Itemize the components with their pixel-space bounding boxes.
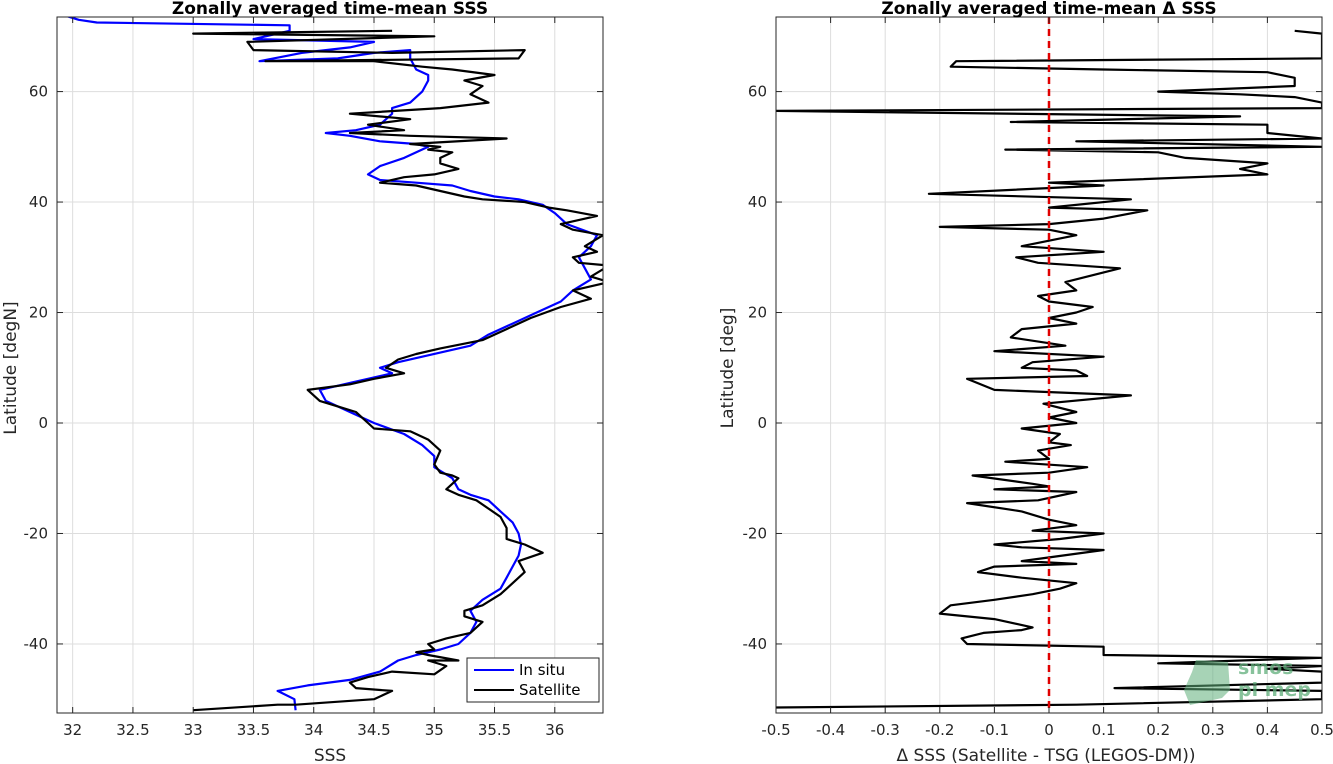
delta-sss-x-tick-label: 0.4 bbox=[1255, 721, 1279, 739]
sss-x-tick-label: 33.5 bbox=[237, 721, 270, 739]
delta-sss-y-axis-label: Latitude [deg] bbox=[718, 308, 738, 429]
delta-sss-x-tick-label: -0.4 bbox=[816, 721, 845, 739]
sss-series bbox=[65, 17, 603, 712]
sss-y-tick-label: 20 bbox=[29, 304, 48, 322]
sss-y-tick-label: 60 bbox=[29, 83, 48, 101]
delta-sss-series bbox=[776, 29, 1322, 709]
delta-sss-x-axis-label: Δ SSS (Satellite - TSG (LEGOS-DM)) bbox=[896, 746, 1195, 764]
legend-label-in-situ: In situ bbox=[519, 661, 565, 679]
delta-sss-y-tick-label: -20 bbox=[743, 524, 768, 542]
sss-y-tick-label: -40 bbox=[24, 635, 49, 653]
sss-y-tick-label: 0 bbox=[38, 414, 48, 432]
delta-sss-y-tick-label: 60 bbox=[748, 83, 767, 101]
sss-axes-box bbox=[56, 16, 604, 714]
smos-pi-mep-logo: smos pi mep bbox=[1184, 657, 1311, 705]
sss-x-tick-label: 32.5 bbox=[116, 721, 149, 739]
delta-sss-y-tick-label: 40 bbox=[748, 193, 767, 211]
sss-chart-title: Zonally averaged time-mean SSS bbox=[172, 0, 488, 19]
sss-series-line-0 bbox=[65, 17, 599, 711]
sss-x-tick-label: 34 bbox=[304, 721, 323, 739]
delta-sss-x-tick-label: -0.3 bbox=[871, 721, 900, 739]
legend-label-satellite: Satellite bbox=[519, 681, 580, 699]
sss-x-tick-label: 36 bbox=[545, 721, 564, 739]
delta-sss-x-tick-label: -0.2 bbox=[925, 721, 954, 739]
logo-shape-icon bbox=[1184, 660, 1230, 705]
delta-sss-y-tick-label: -40 bbox=[743, 635, 768, 653]
delta-sss-x-tick-label: -0.5 bbox=[761, 721, 790, 739]
delta-sss-x-tick-label: -0.1 bbox=[980, 721, 1009, 739]
delta-sss-series-line-0 bbox=[776, 29, 1322, 709]
sss-series-line-1 bbox=[192, 29, 603, 712]
logo-text-line1: smos bbox=[1238, 657, 1293, 679]
delta-sss-chart-title: Zonally averaged time-mean Δ SSS bbox=[881, 0, 1216, 19]
logo-text-line2: pi mep bbox=[1238, 679, 1311, 701]
sss-x-tick-label: 35.5 bbox=[478, 721, 511, 739]
delta-sss-x-tick-label: 0.5 bbox=[1310, 721, 1333, 739]
sss-y-tick-label: -20 bbox=[24, 524, 49, 542]
sss-x-tick-label: 32 bbox=[63, 721, 82, 739]
sss-ticks: 32 32.5 33 33.5 34 34.5 35 35.5 36 -40 -20 0 20 40 60 bbox=[24, 17, 603, 739]
sss-x-axis-label: SSS bbox=[314, 746, 346, 764]
sss-x-tick-label: 35 bbox=[425, 721, 444, 739]
delta-sss-x-tick-label: 0.3 bbox=[1201, 721, 1225, 739]
sss-profile-panel: 32 32.5 33 33.5 34 34.5 35 35.5 36-40-200204060 … bbox=[1, 0, 604, 764]
sss-legend[interactable]: In situ Satellite bbox=[466, 657, 600, 703]
sss-y-tick-label: 40 bbox=[29, 193, 48, 211]
delta-sss-x-tick-label: 0 bbox=[1044, 721, 1054, 739]
legend-box bbox=[466, 657, 600, 703]
delta-sss-y-tick-label: 0 bbox=[757, 414, 767, 432]
sss-y-axis-label: Latitude [degN] bbox=[1, 301, 21, 434]
delta-sss-profile-panel: -0.5 -0.4 -0.3 -0.2 -0.1 0 0.1 0.2 0.3 0.4 0.5 -40 -… bbox=[718, 0, 1333, 764]
sss-x-tick-label: 34.5 bbox=[357, 721, 390, 739]
delta-sss-x-tick-label: 0.1 bbox=[1092, 721, 1116, 739]
delta-sss-y-tick-label: 20 bbox=[748, 304, 767, 322]
delta-sss-ticks: -0.5 -0.4 -0.3 -0.2 -0.1 0 0.1 0.2 0.3 0.4 0.5 -40 -… bbox=[743, 17, 1333, 739]
delta-sss-x-tick-label: 0.2 bbox=[1146, 721, 1170, 739]
sss-x-tick-label: 33 bbox=[184, 721, 203, 739]
